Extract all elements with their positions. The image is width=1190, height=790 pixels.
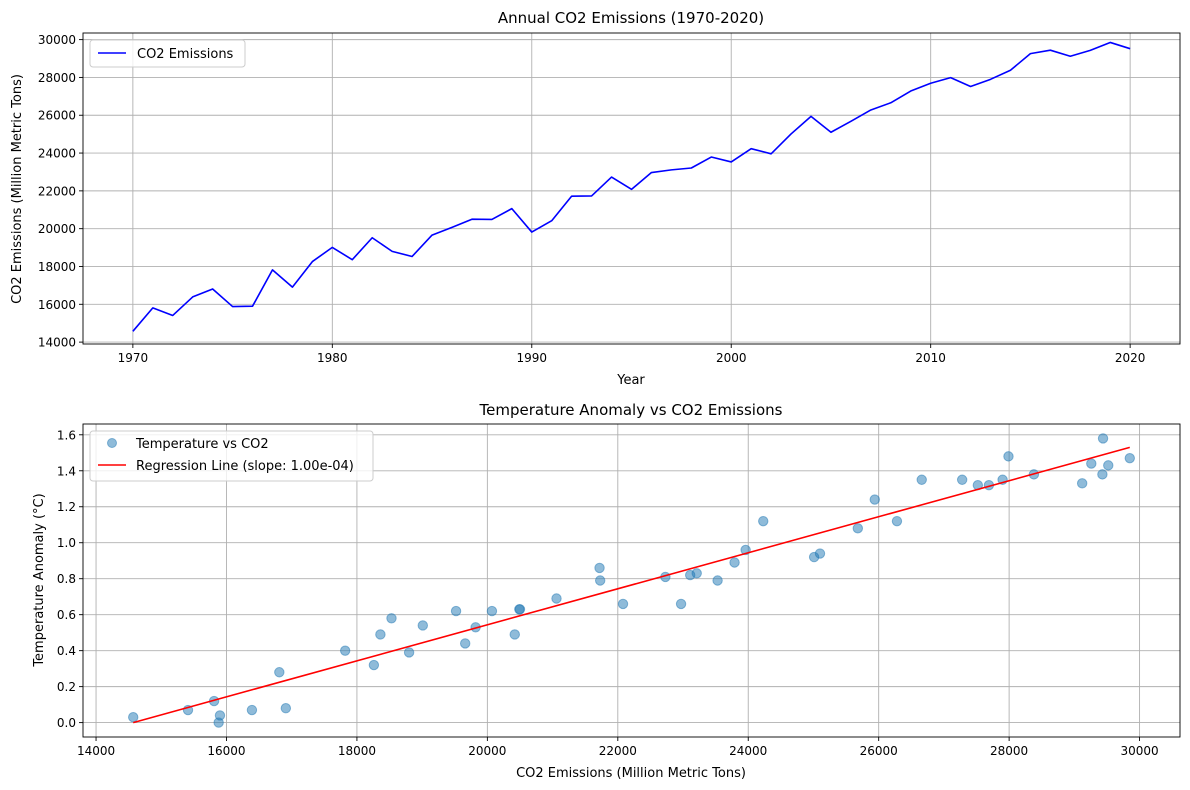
chart2-legend-label-scatter: Temperature vs CO2 <box>135 437 269 452</box>
chart1-y-tick-label: 26000 <box>38 109 76 123</box>
scatter-point <box>852 523 864 534</box>
scatter-point <box>869 494 880 505</box>
chart2-ylabel: Temperature Anomaly (°C) <box>32 493 47 667</box>
chart1-x-tick-label: 2000 <box>716 351 747 365</box>
chart1-y-tick-label: 28000 <box>38 71 76 85</box>
chart1-y-tick-label: 14000 <box>38 336 76 350</box>
chart1-x-tick-label: 2020 <box>1115 351 1146 365</box>
chart2-y-tick-label: 1.6 <box>57 428 76 442</box>
chart2-ticks: 14000 16000 18000 20000 22000 24000 26000 28000… <box>57 428 1159 758</box>
scatter-point <box>1086 458 1097 469</box>
chart1-ylabel: CO2 Emissions (Million Metric Tons) <box>10 74 25 304</box>
chart1-grid <box>83 33 1180 344</box>
temperature-scatter-chart: Temperature Anomaly vs CO2 Emissions 140… <box>32 401 1181 781</box>
scatter-point <box>459 638 471 649</box>
scatter-point <box>617 598 629 610</box>
scatter-point <box>1076 478 1088 489</box>
scatter-point <box>386 613 397 624</box>
scatter-point <box>368 659 380 671</box>
scatter-point <box>675 598 687 610</box>
scatter-point <box>712 575 723 586</box>
chart2-legend-marker-swatch <box>107 438 117 448</box>
scatter-point <box>274 667 285 678</box>
scatter-point <box>514 604 525 615</box>
chart2-y-tick-label: 0.2 <box>57 680 76 694</box>
chart2-x-tick-label: 16000 <box>207 744 245 758</box>
scatter-point <box>1097 469 1108 480</box>
chart2-x-tick-label: 22000 <box>599 744 637 758</box>
scatter-point <box>1124 452 1135 464</box>
scatter-point <box>128 712 139 723</box>
chart2-y-tick-label: 1.0 <box>57 536 76 550</box>
chart1-xlabel: Year <box>616 373 645 388</box>
co2-emissions-line <box>132 41 1131 332</box>
chart1-legend-box <box>89 39 246 68</box>
regression-line <box>133 446 1130 724</box>
scatter-point <box>509 629 520 640</box>
scatter-point <box>916 474 927 485</box>
co2-line-chart: Annual CO2 Emissions (1970-2020) 1970 198… <box>10 9 1181 388</box>
scatter-point <box>691 568 702 579</box>
chart1-x-tick-label: 1990 <box>516 351 547 365</box>
chart2-y-tick-label: 0.4 <box>57 644 76 658</box>
chart1-x-tick-label: 1980 <box>317 351 348 365</box>
scatter-point <box>814 548 826 559</box>
chart2-title: Temperature Anomaly vs CO2 Emissions <box>479 401 783 419</box>
chart1-y-tick-label: 22000 <box>38 184 76 198</box>
chart1-title: Annual CO2 Emissions (1970-2020) <box>498 9 764 27</box>
chart1-x-tick-label: 2010 <box>915 351 946 365</box>
chart2-x-tick-label: 24000 <box>729 744 767 758</box>
scatter-point <box>403 647 415 658</box>
chart2-y-tick-label: 0.6 <box>57 608 76 622</box>
chart1-y-tick-label: 16000 <box>38 298 76 312</box>
scatter-point <box>956 474 968 485</box>
chart2-y-tick-label: 0.0 <box>57 716 76 730</box>
chart1-series <box>132 41 1131 332</box>
scatter-point <box>891 515 903 527</box>
chart1-legend-label: CO2 Emissions <box>137 47 234 62</box>
scatter-point <box>594 575 606 586</box>
chart2-legend-box <box>89 430 374 482</box>
scatter-point <box>486 605 498 617</box>
chart2-y-tick-label: 1.4 <box>57 464 76 478</box>
chart2-regression <box>133 446 1130 724</box>
scatter-point <box>450 605 462 617</box>
scatter-point <box>551 593 562 604</box>
chart2-legend-label-regression: Regression Line (slope: 1.00e-04) <box>136 459 354 474</box>
chart2-x-tick-label: 28000 <box>990 744 1028 758</box>
chart2-x-tick-label: 18000 <box>338 744 376 758</box>
scatter-point <box>729 557 740 568</box>
chart2-x-tick-label: 26000 <box>860 744 898 758</box>
scatter-point <box>246 704 258 716</box>
chart1-plot-area <box>82 32 1181 345</box>
chart1-y-tick-label: 24000 <box>38 147 76 161</box>
chart1-ticks: 1970 1980 1990 2000 2010 2020 14000 16000 18000 2… <box>38 33 1146 365</box>
scatter-point <box>758 515 769 527</box>
chart2-plot-area <box>82 423 1181 738</box>
scatter-point <box>339 645 351 656</box>
scatter-point <box>375 629 386 640</box>
chart2-x-tick-label: 20000 <box>468 744 506 758</box>
chart2-legend: Temperature vs CO2 Regression Line (slop… <box>89 430 374 482</box>
chart2-x-tick-label: 14000 <box>77 744 115 758</box>
scatter-point <box>214 710 226 721</box>
chart1-x-tick-label: 1970 <box>118 351 149 365</box>
chart2-y-tick-label: 1.2 <box>57 500 76 514</box>
chart2-points <box>128 433 1135 728</box>
chart2-x-tick-label: 30000 <box>1120 744 1158 758</box>
chart2-xlabel: CO2 Emissions (Million Metric Tons) <box>516 766 746 781</box>
chart2-y-tick-label: 0.8 <box>57 572 76 586</box>
scatter-point <box>594 562 605 574</box>
scatter-point <box>280 703 292 714</box>
chart1-y-tick-label: 30000 <box>38 33 76 47</box>
chart1-y-tick-label: 20000 <box>38 222 76 236</box>
scatter-point <box>417 620 428 631</box>
chart2-grid <box>83 424 1180 737</box>
scatter-point <box>1003 451 1014 462</box>
scatter-point <box>1097 433 1109 444</box>
chart1-y-tick-label: 18000 <box>38 260 76 274</box>
chart1-legend: CO2 Emissions <box>89 39 246 68</box>
scatter-point <box>1103 460 1114 471</box>
